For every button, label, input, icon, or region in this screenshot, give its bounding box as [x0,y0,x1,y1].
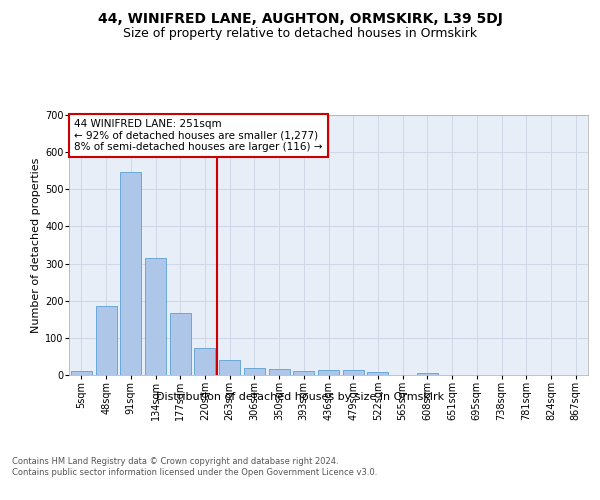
Bar [343,370,364,375]
Text: 44 WINIFRED LANE: 251sqm
← 92% of detached houses are smaller (1,277)
8% of semi: 44 WINIFRED LANE: 251sqm ← 92% of detach… [74,119,323,152]
Bar [120,172,141,375]
Bar [194,348,215,375]
Text: Size of property relative to detached houses in Ormskirk: Size of property relative to detached ho… [123,28,477,40]
Bar [269,368,290,375]
Bar [170,312,191,375]
Bar [318,370,339,375]
Bar [367,372,388,375]
Y-axis label: Number of detached properties: Number of detached properties [31,158,41,332]
Bar [219,360,240,375]
Text: Distribution of detached houses by size in Ormskirk: Distribution of detached houses by size … [156,392,444,402]
Bar [71,372,92,375]
Text: Contains HM Land Registry data © Crown copyright and database right 2024.
Contai: Contains HM Land Registry data © Crown c… [12,458,377,477]
Bar [417,373,438,375]
Bar [293,370,314,375]
Text: 44, WINIFRED LANE, AUGHTON, ORMSKIRK, L39 5DJ: 44, WINIFRED LANE, AUGHTON, ORMSKIRK, L3… [98,12,502,26]
Bar [145,258,166,375]
Bar [244,368,265,375]
Bar [95,306,116,375]
